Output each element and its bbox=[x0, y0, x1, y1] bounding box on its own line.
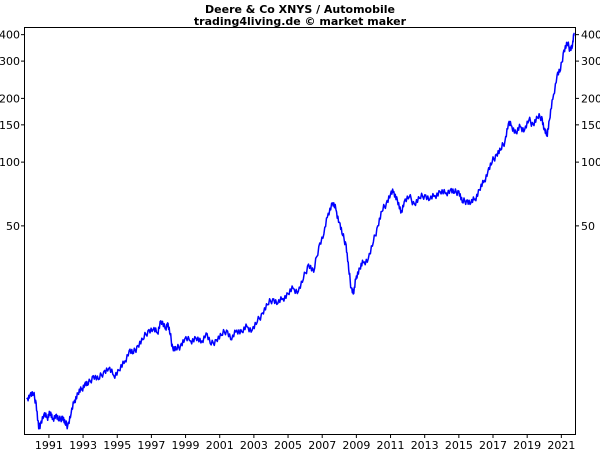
x-tick-label: 1999 bbox=[172, 439, 200, 450]
chart-title: Deere & Co XNYS / Automobile bbox=[205, 3, 395, 16]
y-tick-label-left: 50 bbox=[6, 220, 20, 233]
x-tick-label: 2009 bbox=[342, 439, 370, 450]
x-tick-label: 2005 bbox=[274, 439, 302, 450]
y-tick-label-right: 150 bbox=[581, 119, 600, 132]
y-tick-label-right: 100 bbox=[581, 156, 600, 169]
y-tick-label-left: 300 bbox=[0, 55, 20, 68]
y-tick-label-left: 400 bbox=[0, 29, 20, 42]
plot-frame bbox=[24, 27, 576, 435]
x-tick-label: 2011 bbox=[377, 439, 405, 450]
x-tick-label: 2013 bbox=[411, 439, 439, 450]
y-tick-label-right: 200 bbox=[581, 92, 600, 105]
x-tick-label: 2003 bbox=[240, 439, 268, 450]
y-tick-label-right: 300 bbox=[581, 55, 600, 68]
y-tick-label-right: 400 bbox=[581, 29, 600, 42]
x-tick-label: 2015 bbox=[445, 439, 473, 450]
x-tick-label: 2019 bbox=[513, 439, 541, 450]
x-tick-label: 2017 bbox=[479, 439, 507, 450]
price-series-line bbox=[26, 32, 575, 430]
y-tick-label-left: 200 bbox=[0, 92, 20, 105]
x-tick-label: 1993 bbox=[69, 439, 97, 450]
x-tick-label: 1991 bbox=[35, 439, 63, 450]
x-tick-label: 2001 bbox=[206, 439, 234, 450]
axis-ticks: 1991 1993 1995 1997 1999 2001 2003 2005 2007 2009… bbox=[0, 29, 600, 450]
x-tick-label: 1995 bbox=[103, 439, 131, 450]
series-layer bbox=[26, 32, 575, 430]
chart-subtitle: trading4living.de © market maker bbox=[194, 15, 407, 28]
y-tick-label-left: 150 bbox=[0, 119, 20, 132]
x-tick-label: 2021 bbox=[547, 439, 575, 450]
x-tick-label: 1997 bbox=[137, 439, 165, 450]
y-tick-label-right: 50 bbox=[581, 220, 595, 233]
y-tick-label-left: 100 bbox=[0, 156, 20, 169]
x-tick-label: 2007 bbox=[308, 439, 336, 450]
